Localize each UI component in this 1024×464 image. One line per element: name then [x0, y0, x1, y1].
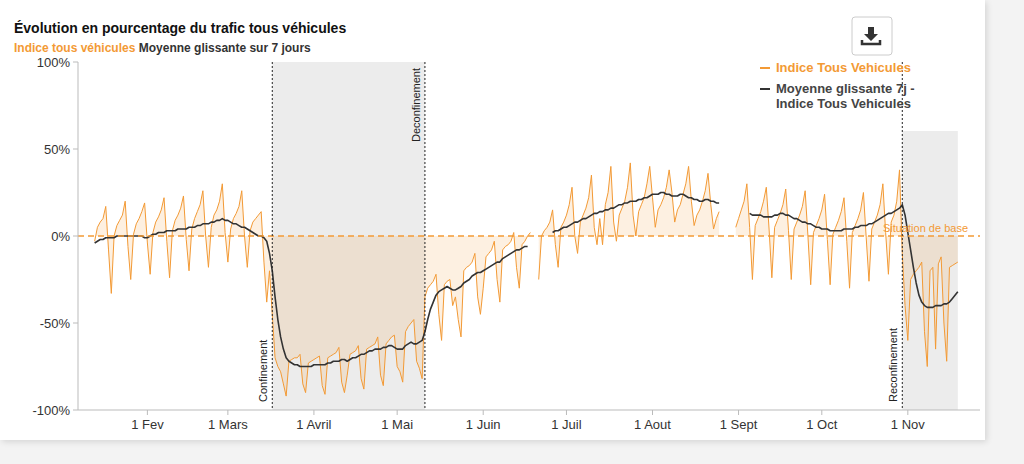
x-tick: [566, 410, 567, 415]
y-tick-label: -50%: [40, 316, 71, 331]
y-tick: [73, 236, 78, 237]
download-tray: [862, 40, 880, 44]
x-tick: [652, 410, 653, 415]
series-line: [539, 163, 719, 280]
series-area: [539, 163, 719, 280]
legend-line: Indice Tous Vehicules: [776, 60, 911, 75]
annotation-line: [902, 62, 903, 410]
plot-area: [78, 62, 980, 410]
annotation-line: [272, 62, 273, 410]
x-tick: [227, 410, 228, 415]
baseline: [78, 235, 980, 236]
series-area: [736, 170, 958, 367]
legend-swatch: [760, 88, 770, 90]
x-tick: [907, 410, 908, 415]
x-tick: [397, 410, 398, 415]
series-line: [553, 193, 720, 233]
x-tick-label: 1 Nov: [891, 417, 925, 432]
series-line: [750, 205, 958, 308]
x-tick-label: 1 Sept: [720, 417, 758, 432]
x-tick: [738, 410, 739, 415]
legend-label: Moyenne glissante 7j -Indice Tous Vehicu…: [776, 81, 915, 111]
series-line: [95, 219, 528, 367]
y-tick: [73, 62, 78, 63]
annotation-label: Reconfinement: [887, 328, 899, 402]
y-tick-label: 50%: [44, 142, 70, 157]
legend-swatch: [760, 67, 770, 69]
series-line: [95, 184, 531, 396]
x-tick-label: 1 Mars: [208, 417, 248, 432]
subtitle-part: Indice tous véhicules: [14, 41, 136, 55]
series-area: [95, 184, 531, 396]
legend-line: Indice Tous Vehicules: [776, 96, 911, 111]
subtitle: Indice tous véhicules Moyenne glissante …: [14, 41, 311, 55]
annotation-label: Deconfinement: [410, 68, 422, 142]
x-tick-label: 1 Mai: [381, 417, 413, 432]
annotation-label: Confinement: [257, 340, 269, 402]
title: Évolution en pourcentage du trafic tous …: [14, 20, 346, 36]
x-tick-label: 1 Aout: [634, 417, 671, 432]
y-tick-label: -100%: [32, 403, 70, 418]
x-tick-label: 1 Fev: [131, 417, 164, 432]
legend-line: Moyenne glissante 7j -: [776, 81, 915, 96]
y-tick: [73, 323, 78, 324]
x-tick: [147, 410, 148, 415]
x-axis-line: [78, 410, 980, 411]
download-arrow: [864, 27, 878, 41]
x-tick: [313, 410, 314, 415]
x-tick-label: 1 Juil: [551, 417, 581, 432]
series-line: [736, 170, 958, 367]
y-tick-label: 100%: [37, 55, 71, 70]
x-tick: [821, 410, 822, 415]
y-tick: [73, 149, 78, 150]
y-tick: [73, 410, 78, 411]
x-tick-label: 1 Avril: [296, 417, 331, 432]
baseline-label: Situation de base: [883, 222, 968, 234]
x-tick: [483, 410, 484, 415]
y-tick-label: 0%: [51, 229, 70, 244]
chart: Évolution en pourcentage du trafic tous …: [0, 0, 1024, 464]
button-frame: [852, 17, 892, 55]
annotation-line: [424, 62, 425, 410]
legend-label: Indice Tous Vehicules: [776, 60, 911, 75]
download-button: [852, 17, 892, 55]
subtitle-part: Moyenne glissante sur 7 jours: [135, 41, 311, 55]
x-tick-label: 1 Oct: [806, 417, 837, 432]
x-tick-label: 1 Juin: [466, 417, 501, 432]
